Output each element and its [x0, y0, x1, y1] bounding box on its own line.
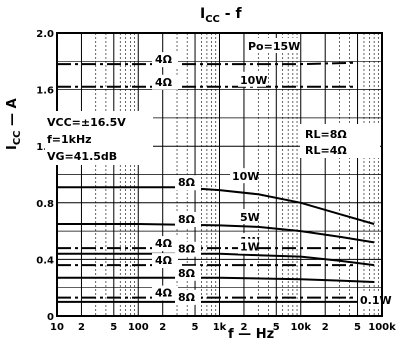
power-label-background [238, 209, 258, 225]
series-label: 4Ω [155, 76, 173, 89]
power-label: 0.1W [360, 294, 392, 307]
series-7: 4Ω [57, 253, 358, 269]
x-tick-label: 5 [354, 322, 361, 333]
series-label: 8Ω [178, 291, 196, 304]
x-axis-label: f — Hz [228, 327, 274, 342]
legend-background [300, 124, 380, 158]
series-8: 8Ω [57, 265, 375, 283]
series-line [57, 276, 375, 283]
x-tick-label: 2 [159, 322, 166, 333]
conditions-background [45, 111, 153, 165]
x-tick-label: 100 [128, 322, 149, 333]
series-label-background [175, 212, 201, 228]
series-4: 8Ω 5W [57, 209, 375, 244]
series-5: 4Ω 1W [57, 233, 358, 252]
y-axis-label: ICC — A [5, 98, 23, 150]
series-3: 8Ω 10W [57, 168, 375, 225]
x-tick-label: 2 [78, 322, 85, 333]
legend: RL=8Ω RL=4Ω [300, 124, 380, 158]
series-label: 8Ω [178, 176, 196, 189]
series-label: 4Ω [155, 237, 173, 250]
chart-title: ICC - f [200, 6, 242, 25]
x-tick-label: 5 [273, 322, 280, 333]
series-9: 4Ω 0.1W [57, 285, 394, 307]
title-sub: CC [205, 14, 220, 25]
y-tick-label: 2.0 [36, 29, 54, 40]
conditions-box: VCC=±16.5V f=1kHz VG=41.5dB [45, 111, 153, 165]
power-label-background [246, 37, 298, 53]
title-rest: - f [220, 6, 243, 22]
series-layer: 4ΩPo=15W4Ω10W8Ω10W8Ω5W4Ω1W8Ω1W4Ω8Ω4Ω0.1W… [57, 37, 394, 307]
series-label-background [152, 253, 178, 269]
series-line [57, 223, 375, 244]
x-tick-label: 10k [290, 322, 311, 333]
x-tick-label: 1k [213, 322, 227, 333]
power-label-background [238, 71, 266, 87]
x-tick-label: 2 [240, 322, 247, 333]
power-label-background [238, 238, 258, 254]
series-label: 8Ω [178, 267, 196, 280]
series-label-background [175, 289, 201, 305]
y-tick-label: 0.8 [36, 199, 54, 210]
power-label: Po=15W [248, 40, 300, 53]
ylabel-rest: — A [5, 98, 20, 130]
series-10: 8Ω [57, 289, 358, 305]
y-tick-label: 1.6 [36, 86, 54, 97]
power-label-background [358, 291, 394, 307]
x-tick-label: 10 [50, 322, 64, 333]
x-tick-label: 100k [368, 322, 396, 333]
power-label-background [230, 168, 258, 184]
series-label: 4Ω [155, 287, 173, 300]
x-tick-label: 5 [110, 322, 117, 333]
series-line [57, 252, 375, 267]
power-label: 10W [240, 74, 267, 87]
power-label: 10W [232, 170, 259, 183]
series-line [57, 61, 358, 66]
series-label: 8Ω [178, 243, 196, 256]
series-1: 4Ω Po=15W [57, 37, 358, 68]
power-label: 1W [240, 241, 260, 254]
ylabel-sub: CC [12, 130, 23, 145]
title-main: I [200, 6, 205, 22]
x-tick-label: 5 [192, 322, 199, 333]
series-label-background [175, 265, 201, 281]
series-label-background [152, 52, 178, 68]
plot-frame [56, 32, 383, 317]
x-tick-label: 2 [322, 322, 329, 333]
y-tick-label: 0 [47, 312, 54, 323]
series-label-background [175, 241, 201, 257]
series-label-background [152, 285, 178, 301]
legend-item-4ohm: RL=4Ω [305, 144, 347, 157]
series-label-background [152, 74, 178, 90]
series-label-background [175, 175, 201, 191]
series-label: 8Ω [178, 213, 196, 226]
y-tick-label: 0.4 [36, 255, 54, 266]
series-line [57, 186, 375, 225]
series-label-background [152, 236, 178, 252]
condition-vg: VG=41.5dB [47, 150, 117, 163]
legend-item-8ohm: RL=8Ω [305, 128, 347, 141]
ylabel-main: I [5, 145, 20, 150]
condition-f: f=1kHz [47, 133, 92, 146]
series-label: 4Ω [155, 53, 173, 66]
condition-vcc: VCC=±16.5V [47, 116, 126, 129]
series-label: 4Ω [155, 254, 173, 267]
power-label: 5W [240, 211, 260, 224]
series-6: 8Ω 1W [57, 238, 375, 267]
grid [57, 33, 382, 316]
series-2: 4Ω 10W [57, 71, 358, 90]
